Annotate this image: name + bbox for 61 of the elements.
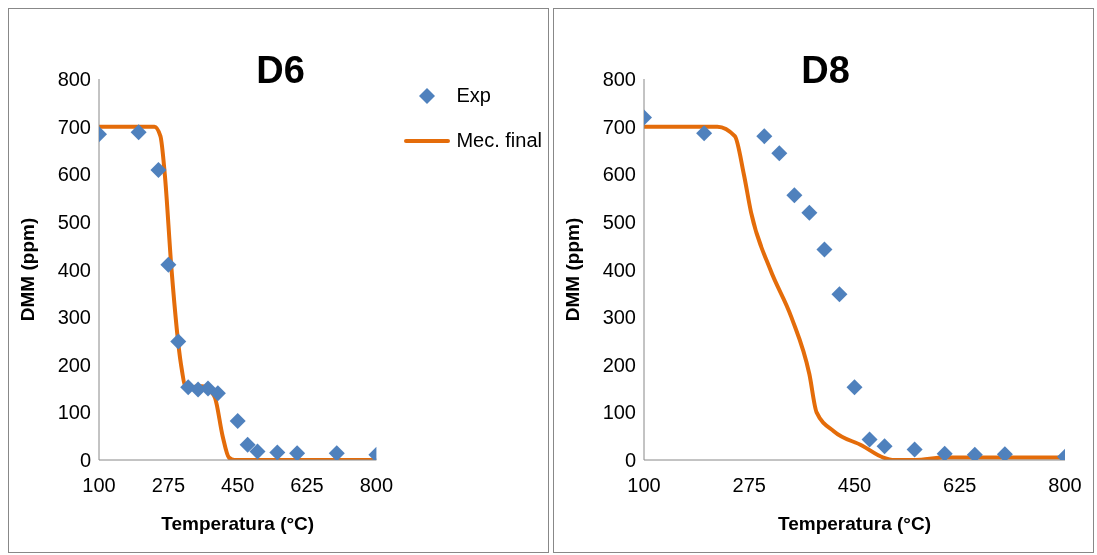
y-tick-label: 0: [79, 449, 91, 472]
point: [876, 438, 893, 455]
point: [239, 436, 256, 453]
x-tick-label: 800: [1048, 474, 1082, 497]
point: [170, 333, 187, 350]
point: [229, 412, 246, 429]
x-tick-label: 800: [359, 474, 394, 497]
y-tick-label: 0: [624, 449, 636, 472]
y-tick-label: 100: [57, 401, 91, 424]
legend-label: Exp: [456, 84, 491, 107]
x-axis-title: Temperatura (°C): [778, 513, 931, 534]
point: [996, 446, 1013, 460]
y-tick-label: 200: [57, 353, 91, 376]
x-tick-label: 275: [151, 474, 186, 497]
y-tick-label: 800: [57, 68, 91, 91]
x-tick-label: 100: [627, 474, 661, 497]
point: [861, 431, 878, 448]
y-axis-title: DMM (ppm): [561, 217, 583, 322]
point: [801, 204, 818, 221]
y-tick-label: 600: [602, 163, 636, 186]
point: [846, 379, 863, 396]
y-tick-label: 700: [602, 115, 636, 138]
y-tick-label: 500: [57, 210, 91, 233]
y-tick-label: 300: [602, 306, 636, 329]
x-tick-label: 625: [290, 474, 324, 497]
x-tick-label: 275: [732, 474, 766, 497]
point: [160, 256, 177, 273]
point: [966, 446, 983, 460]
y-tick-label: 500: [602, 210, 636, 233]
y-tick-label: 600: [57, 163, 91, 186]
point: [771, 145, 788, 162]
point: [696, 125, 713, 142]
y-axis-title: DMM (ppm): [16, 217, 38, 322]
point: [936, 445, 953, 460]
chart-title: D8: [801, 49, 850, 91]
point: [328, 445, 345, 460]
point: [906, 441, 923, 458]
x-tick-label: 100: [82, 474, 116, 497]
x-tick-label: 450: [837, 474, 872, 497]
y-tick-label: 700: [57, 115, 91, 138]
y-tick-label: 100: [602, 401, 636, 424]
x-tick-label: 450: [221, 474, 255, 497]
y-tick-label: 400: [602, 258, 636, 281]
legend-label: Mec. final: [456, 129, 542, 152]
y-tick-label: 400: [57, 258, 91, 281]
point: [209, 385, 226, 402]
point: [269, 444, 286, 460]
point: [816, 241, 833, 258]
x-axis-title: Temperatura (°C): [161, 513, 315, 534]
x-tick-label: 625: [943, 474, 977, 497]
y-tick-label: 200: [602, 353, 636, 376]
y-tick-label: 300: [57, 306, 91, 329]
point: [150, 161, 167, 178]
point: [249, 443, 266, 460]
point: [289, 445, 306, 460]
point: [786, 187, 803, 204]
chart-title: D6: [256, 49, 305, 91]
y-tick-label: 800: [602, 68, 636, 91]
point: [130, 124, 147, 141]
point: [831, 286, 848, 303]
point: [756, 128, 773, 145]
